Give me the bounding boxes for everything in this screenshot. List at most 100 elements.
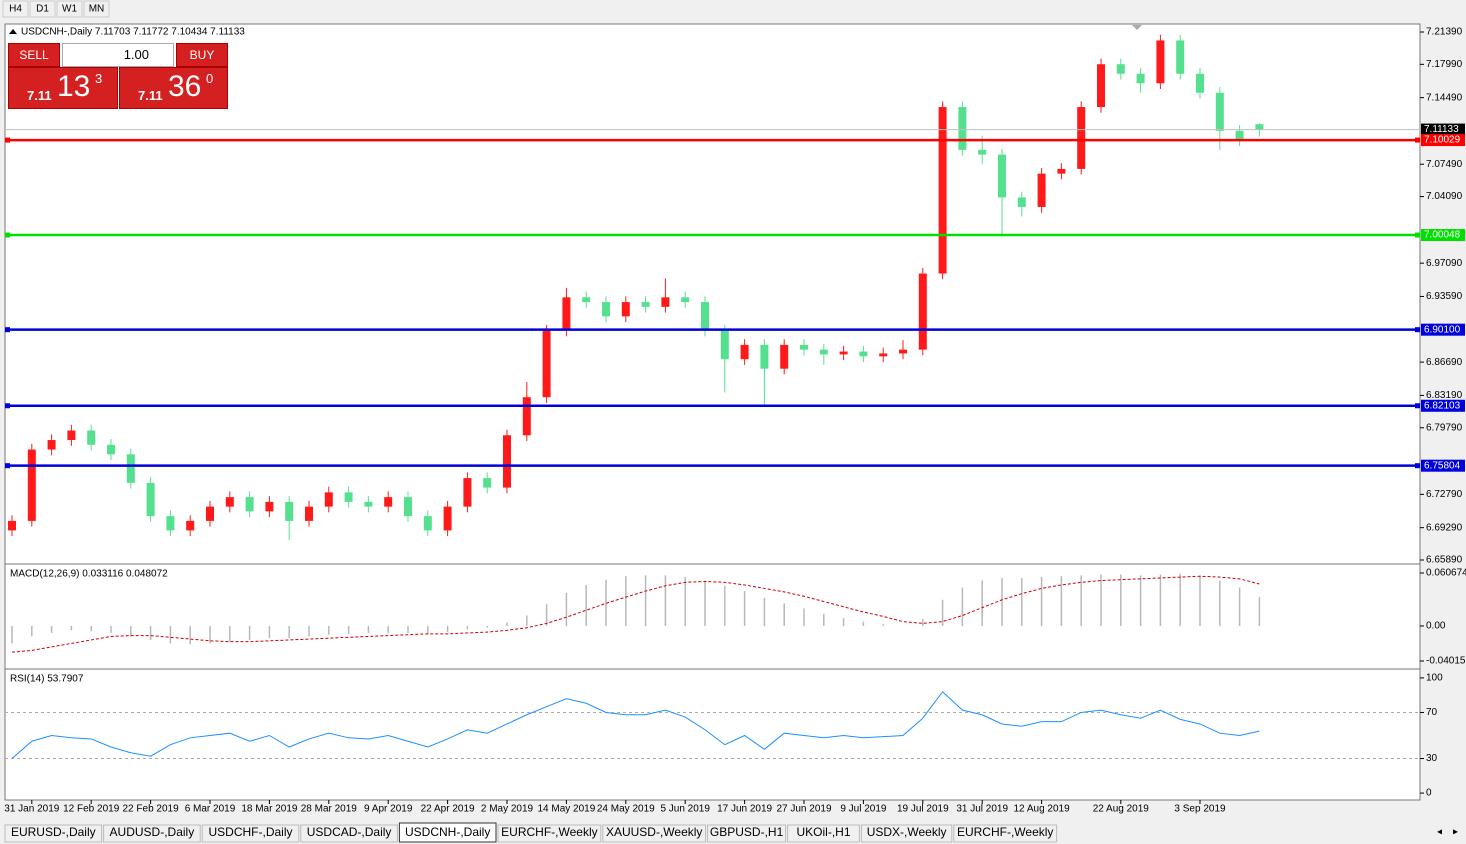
candle-body bbox=[87, 430, 96, 445]
tab-label[interactable]: USDX-,Weekly bbox=[867, 825, 947, 839]
x-tick-label: 2 May 2019 bbox=[481, 804, 534, 815]
candle-body bbox=[443, 506, 452, 531]
candle-body bbox=[47, 440, 56, 450]
tab-label[interactable]: USDCHF-,Daily bbox=[209, 825, 293, 839]
tab[interactable] bbox=[860, 824, 953, 843]
level-label: 7.10029 bbox=[1424, 135, 1461, 146]
y-tick-label: 6.79790 bbox=[1426, 422, 1463, 433]
tab[interactable] bbox=[497, 824, 602, 843]
level-label-box bbox=[1421, 323, 1465, 336]
tab[interactable] bbox=[953, 824, 1058, 843]
candle-body bbox=[839, 351, 848, 355]
tab-label[interactable]: EURUSD-,Daily bbox=[11, 825, 96, 839]
candle-body bbox=[8, 520, 16, 531]
timeframe-button[interactable] bbox=[56, 0, 83, 18]
tab-label[interactable]: EURCHF-,Weekly bbox=[501, 825, 597, 839]
candle-body bbox=[602, 302, 610, 317]
candle-body bbox=[681, 297, 690, 303]
timeframe-label[interactable]: H4 bbox=[9, 4, 22, 15]
level-label-box bbox=[1421, 459, 1465, 472]
candle-body bbox=[1235, 130, 1244, 141]
tab[interactable] bbox=[707, 824, 787, 843]
candle-body bbox=[1097, 64, 1105, 108]
candle-body bbox=[384, 497, 393, 507]
y-tick-label: 30 bbox=[1426, 753, 1438, 764]
y-tick-label: 7.14490 bbox=[1426, 92, 1463, 103]
level-handle bbox=[1415, 137, 1420, 143]
buy-button[interactable]: BUY bbox=[176, 43, 228, 67]
candle-body bbox=[760, 344, 769, 369]
candle-body bbox=[720, 330, 729, 360]
tab-label[interactable]: GBPUSD-,H1 bbox=[710, 825, 784, 839]
candle-body bbox=[1017, 197, 1026, 207]
tab[interactable] bbox=[4, 824, 103, 843]
candle-body bbox=[542, 330, 551, 398]
x-tick-label: 5 Jun 2019 bbox=[660, 804, 710, 815]
level-handle bbox=[5, 137, 10, 143]
panel-title: RSI(14) 53.7907 bbox=[10, 674, 84, 685]
candle-body bbox=[522, 397, 531, 436]
sell-button[interactable]: SELL bbox=[8, 43, 60, 67]
x-tick-label: 9 Jul 2019 bbox=[840, 804, 887, 815]
candle-body bbox=[404, 497, 412, 517]
tab[interactable] bbox=[103, 824, 201, 843]
timeframe-bar: H4 D1 W1 MN bbox=[2, 0, 110, 18]
tab[interactable] bbox=[787, 824, 860, 843]
candle-body bbox=[740, 344, 749, 360]
tab[interactable] bbox=[300, 824, 398, 843]
y-tick-label: 6.65890 bbox=[1426, 555, 1463, 566]
candle-body bbox=[503, 435, 511, 488]
timeframe-label[interactable]: D1 bbox=[36, 4, 49, 15]
timeframe-label[interactable]: W1 bbox=[62, 4, 77, 15]
y-tick-label: 100 bbox=[1426, 673, 1443, 684]
candle-body bbox=[1116, 64, 1125, 74]
candle-body bbox=[27, 449, 36, 521]
sell-price[interactable]: 7.11 13 3 bbox=[8, 67, 118, 109]
toolbar bbox=[0, 0, 1466, 18]
x-tick-label: 31 Jul 2019 bbox=[956, 804, 1008, 815]
x-tick-label: 12 Feb 2019 bbox=[63, 804, 120, 815]
x-tick-label: 24 May 2019 bbox=[597, 804, 655, 815]
tab-scroll-left[interactable]: ◂ bbox=[1437, 827, 1442, 838]
tab-scroll-right[interactable]: ▸ bbox=[1453, 827, 1458, 838]
candle-body bbox=[67, 430, 76, 441]
candle-body bbox=[1215, 92, 1224, 131]
level-label: 6.90100 bbox=[1424, 324, 1461, 335]
timeframe-label[interactable]: MN bbox=[89, 4, 105, 15]
level-handle bbox=[5, 463, 10, 469]
level-handle bbox=[5, 327, 10, 333]
lot-input[interactable]: 1.00 bbox=[62, 43, 174, 67]
timeframe-button[interactable] bbox=[2, 0, 29, 18]
candle-body bbox=[899, 349, 907, 354]
candle-body bbox=[800, 344, 808, 350]
timeframe-button[interactable] bbox=[29, 0, 56, 18]
y-tick-label: 6.86690 bbox=[1426, 357, 1463, 368]
tab-label[interactable]: EURCHF-,Weekly bbox=[957, 825, 1053, 839]
candle-body bbox=[324, 492, 333, 507]
x-tick-label: 22 Feb 2019 bbox=[123, 804, 180, 815]
candle-body bbox=[879, 353, 888, 357]
collapse-icon[interactable] bbox=[9, 29, 17, 34]
x-tick-label: 6 Mar 2019 bbox=[185, 804, 236, 815]
y-tick-label: 6.83190 bbox=[1426, 390, 1463, 401]
level-handle bbox=[5, 403, 10, 409]
candle-body bbox=[285, 501, 294, 521]
tab[interactable] bbox=[602, 824, 707, 843]
active-tab[interactable] bbox=[398, 822, 497, 843]
level-handle bbox=[1415, 327, 1420, 333]
tab-label[interactable]: XAUUSD-,Weekly bbox=[606, 825, 702, 839]
tab-label[interactable]: UKOil-,H1 bbox=[796, 825, 850, 839]
candle-body bbox=[186, 520, 195, 531]
price-digits: 36 bbox=[168, 70, 202, 103]
tab-label[interactable]: AUDUSD-,Daily bbox=[110, 825, 195, 839]
tab[interactable] bbox=[201, 824, 300, 843]
plot-area bbox=[4, 23, 1421, 801]
buy-price[interactable]: 7.11 36 0 bbox=[119, 67, 228, 109]
y-tick-label: 6.93590 bbox=[1426, 291, 1463, 302]
timeframe-button[interactable] bbox=[83, 0, 110, 18]
candle-body bbox=[621, 302, 630, 317]
tab-label[interactable]: USDCAD-,Daily bbox=[307, 825, 392, 839]
candle-body bbox=[483, 478, 492, 488]
tab-label[interactable]: USDCNH-,Daily bbox=[405, 825, 490, 839]
